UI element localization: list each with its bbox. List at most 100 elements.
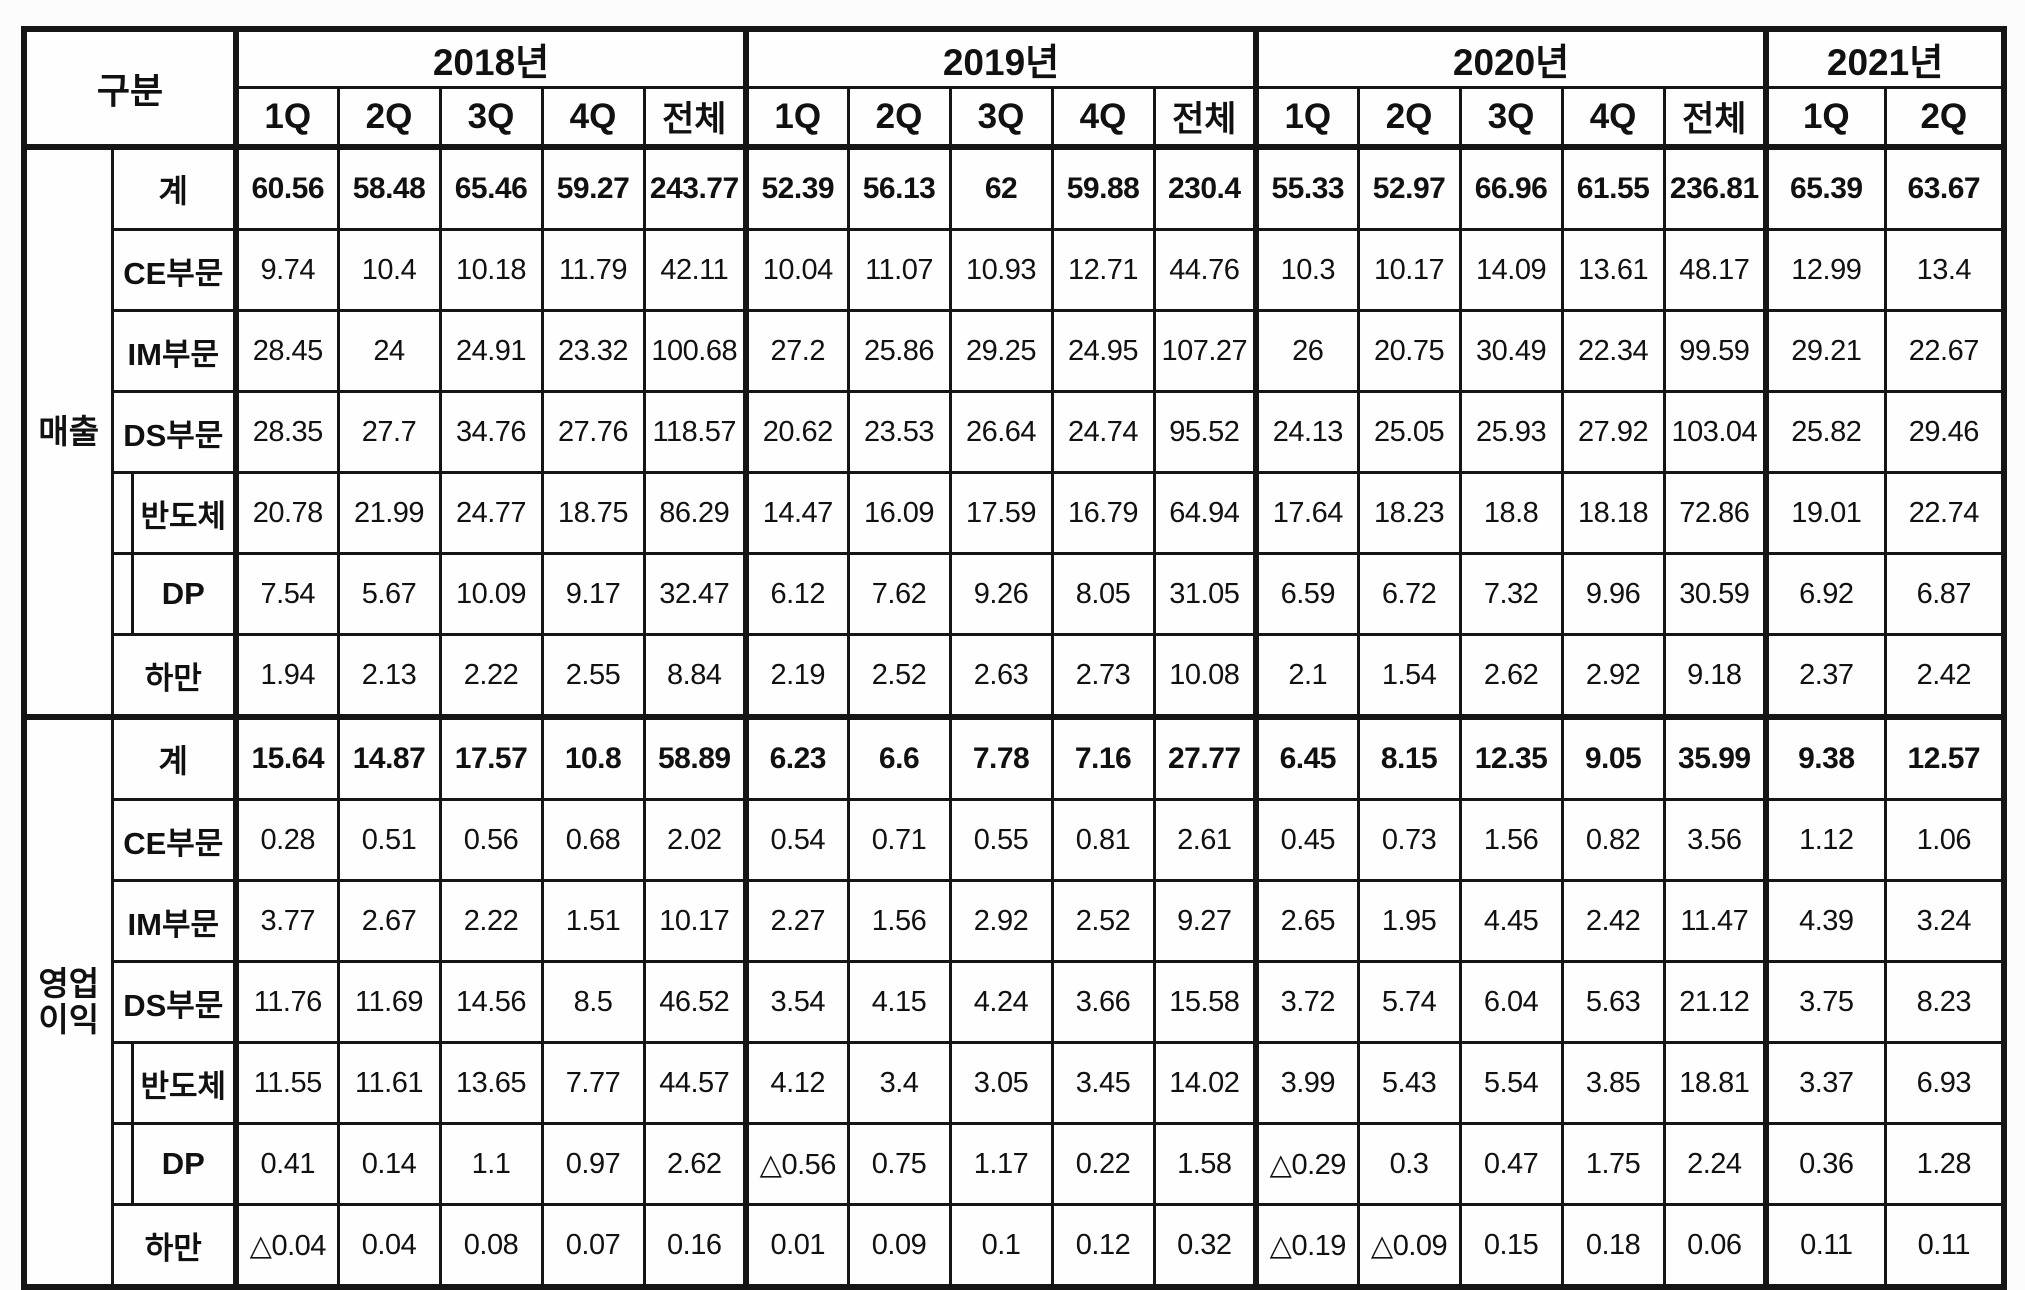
row-label: 하만 [110,1203,240,1289]
data-cell: 0.68 [540,798,646,882]
data-cell: 27.2 [744,309,850,393]
data-cell: 0.11 [1764,1203,1887,1289]
data-cell: 0.56 [438,798,544,882]
data-cell: 3.72 [1254,960,1360,1044]
data-cell: 0.81 [1050,798,1156,882]
table-row: IM부문 3.77 2.67 2.22 1.51 10.17 2.27 1.56 2.92 2.5… [24,879,2006,963]
data-cell: 6.04 [1458,960,1564,1044]
data-cell: 55.33 [1254,145,1360,231]
data-cell: 2.92 [1560,633,1666,720]
data-cell: 58.89 [642,715,750,801]
data-cell: 1.28 [1883,1122,2006,1206]
year-header: 2019년 [744,27,1260,89]
data-cell: 0.11 [1883,1203,2006,1289]
data-cell: 52.39 [744,145,850,231]
data-cell: 0.14 [336,1122,442,1206]
data-cell: 24.91 [438,309,544,393]
data-cell: 0.28 [234,798,340,882]
data-cell: 21.99 [336,471,442,555]
data-cell: 13.61 [1560,228,1666,312]
data-cell: 5.74 [1356,960,1462,1044]
quarter-header: 전체 [642,86,750,150]
data-cell: 14.87 [336,715,442,801]
indent-cell [110,552,134,636]
data-cell: 26.64 [948,390,1054,474]
quarter-header: 1Q [1254,86,1360,150]
data-cell: 17.59 [948,471,1054,555]
quarter-header: 1Q [744,86,850,150]
data-cell: 16.79 [1050,471,1156,555]
data-cell: 6.93 [1883,1041,2006,1125]
data-cell: 0.06 [1662,1203,1770,1289]
data-cell: 11.76 [234,960,340,1044]
data-cell: 9.17 [540,552,646,636]
data-cell: 3.54 [744,960,850,1044]
data-cell: 3.66 [1050,960,1156,1044]
data-cell: 30.59 [1662,552,1770,636]
data-cell: 59.88 [1050,145,1156,231]
data-cell: 7.78 [948,715,1054,801]
data-cell: 44.57 [642,1041,750,1125]
data-cell: 22.74 [1883,471,2006,555]
quarter-header: 1Q [1764,86,1887,150]
table-row: 하만 △0.04 0.04 0.08 0.07 0.16 0.01 0.09 0.1 0.12 0.… [24,1203,2006,1289]
data-cell: 5.43 [1356,1041,1462,1125]
data-cell: 1.58 [1152,1122,1260,1206]
data-cell: 10.4 [336,228,442,312]
table-row: 영업이익 계 15.64 14.87 17.57 10.8 58.89 6.23 6.6 7.78… [22,715,2006,1289]
data-cell: 2.62 [1458,633,1564,720]
table-row: DP 0.41 0.14 1.1 0.97 2.62 △0.56 0.75 1.17 0.22 1.… [24,1122,2006,1206]
indent-cell [110,1122,134,1206]
quarter-header: 전체 [1152,86,1260,150]
data-cell: 6.23 [744,715,850,801]
table-row: CE부문 0.28 0.51 0.56 0.68 2.02 0.54 0.71 0.55 0.81… [24,798,2006,882]
data-cell: 22.67 [1883,309,2006,393]
data-cell: 2.62 [642,1122,750,1206]
data-cell: 18.75 [540,471,646,555]
table-row: 반도체 20.78 21.99 24.77 18.75 86.29 14.47 16.09 17… [24,471,2006,555]
row-label: 반도체 [130,471,240,555]
data-cell: 2.13 [336,633,442,720]
quarter-header: 1Q [234,86,340,150]
data-cell: 0.71 [846,798,952,882]
data-cell: 8.05 [1050,552,1156,636]
quarter-header: 2Q [336,86,442,150]
data-cell: 9.26 [948,552,1054,636]
section-label: 매출 [22,145,114,720]
quarter-header: 3Q [948,86,1054,150]
data-cell: 12.99 [1764,228,1887,312]
table-row: CE부문 9.74 10.4 10.18 11.79 42.11 10.04 11.07 10.… [24,228,2006,312]
data-cell: 52.97 [1356,145,1462,231]
row-label: CE부문 [110,228,240,312]
data-cell: 4.15 [846,960,952,1044]
data-cell: 0.12 [1050,1203,1156,1289]
section-label: 영업이익 [22,715,114,1289]
data-cell: 9.18 [1662,633,1770,720]
data-cell: 0.18 [1560,1203,1666,1289]
data-cell: 20.78 [234,471,340,555]
data-cell: 11.69 [336,960,442,1044]
row-label: IM부문 [110,879,240,963]
data-cell: 10.04 [744,228,850,312]
data-cell: △0.29 [1254,1122,1360,1206]
data-cell: 0.73 [1356,798,1462,882]
data-cell: 48.17 [1662,228,1770,312]
data-cell: 2.61 [1152,798,1260,882]
data-cell: 58.48 [336,145,442,231]
data-cell: 14.47 [744,471,850,555]
table-row: 반도체 11.55 11.61 13.65 7.77 44.57 4.12 3.4 3.05 3.… [24,1041,2006,1125]
row-label: 반도체 [130,1041,240,1125]
table-row: IM부문 28.45 24 24.91 23.32 100.68 27.2 25.86 29.2… [24,309,2006,393]
data-cell: 25.82 [1764,390,1887,474]
data-cell: 22.34 [1560,309,1666,393]
data-cell: 28.35 [234,390,340,474]
data-cell: 1.95 [1356,879,1462,963]
data-cell: 27.76 [540,390,646,474]
data-cell: 1.94 [234,633,340,720]
data-cell: 99.59 [1662,309,1770,393]
data-cell: 0.82 [1560,798,1666,882]
quarter-header-row: 1Q 2Q 3Q 4Q 전체 1Q 2Q 3Q 4Q 전체 1Q 2Q 3Q 4Q 전체 1Q 2Q [24,86,2006,150]
data-cell: 8.84 [642,633,750,720]
data-cell: 1.54 [1356,633,1462,720]
data-cell: 4.24 [948,960,1054,1044]
